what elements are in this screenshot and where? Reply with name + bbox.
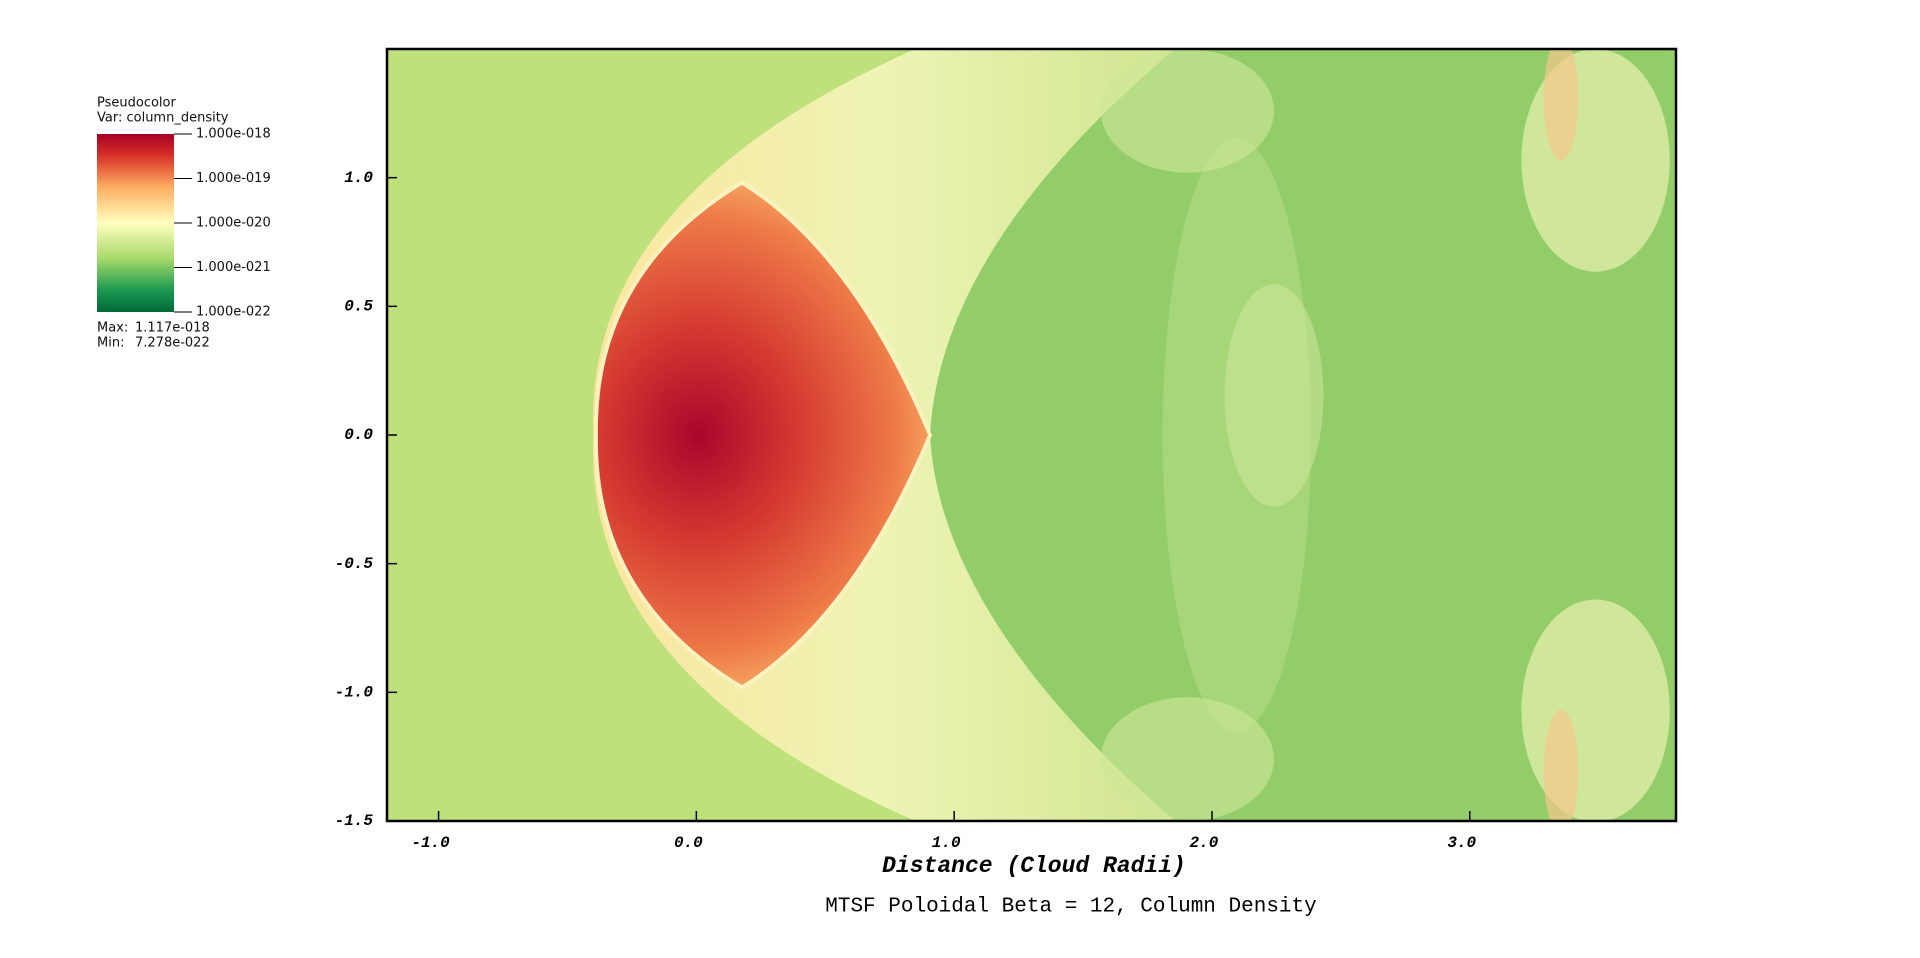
field-image	[387, 49, 1676, 821]
y-tick-label: 1.0	[344, 169, 373, 187]
y-tick-label: -1.5	[335, 812, 374, 830]
legend-plot-name: Pseudocolor	[97, 96, 176, 111]
x-tick-label: 3.0	[1447, 834, 1476, 852]
legend-min-value: 7.278e-022	[135, 336, 210, 351]
y-tick-label: 0.0	[344, 426, 373, 444]
colorbar-tick-label: 1.000e-019	[196, 171, 271, 186]
colorbar-tick-label: 1.000e-021	[196, 260, 271, 275]
legend-max-value: 1.117e-018	[135, 321, 210, 336]
y-tick-label: -0.5	[335, 555, 374, 573]
colorbar-tick-label: 1.000e-018	[196, 127, 271, 142]
x-axis-title: Distance (Cloud Radii)	[882, 853, 1186, 879]
legend-min-label: Min:	[97, 336, 124, 351]
colorbar	[97, 134, 174, 312]
x-tick-label: 1.0	[932, 834, 961, 852]
y-tick-label: -1.0	[335, 684, 374, 702]
legend-max-label: Max:	[97, 321, 128, 336]
legend-variable: Var: column_density	[97, 111, 229, 126]
colorbar-tick-label: 1.000e-020	[196, 216, 271, 231]
chart-title: MTSF Poloidal Beta = 12, Column Density	[825, 896, 1316, 919]
y-tick-label: 0.5	[344, 298, 373, 316]
colorbar-tick-label: 1.000e-022	[196, 305, 271, 320]
x-tick-label: -1.0	[411, 834, 450, 852]
x-tick-label: 2.0	[1190, 834, 1219, 852]
x-tick-label: 0.0	[674, 834, 703, 852]
